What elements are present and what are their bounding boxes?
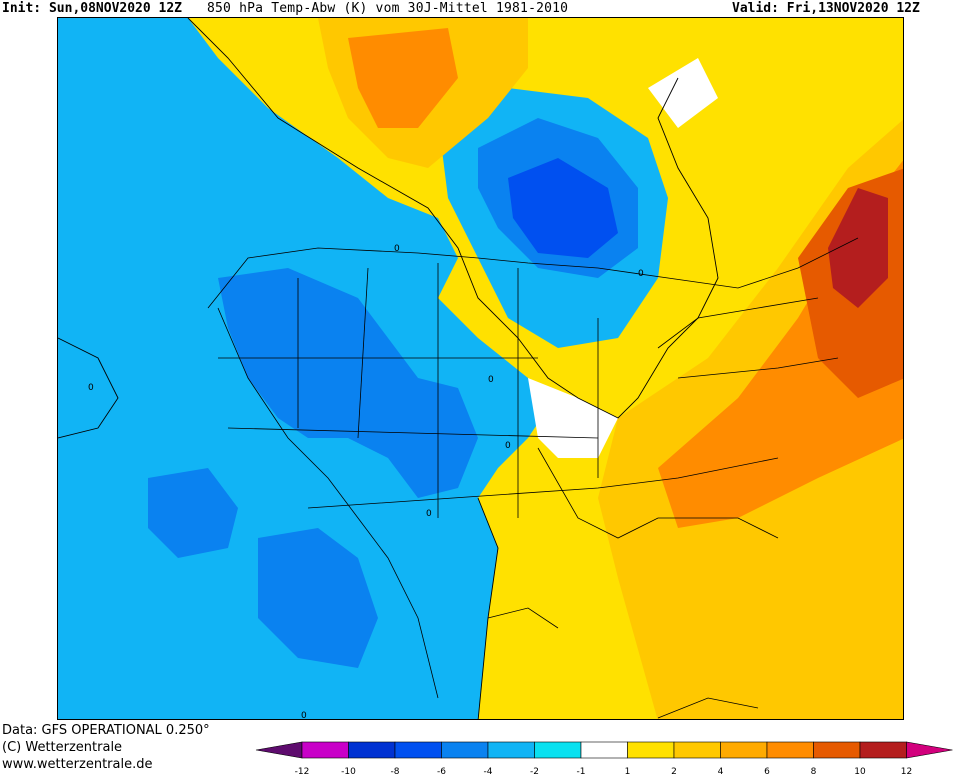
- colorbar-segment: [580, 741, 628, 759]
- colorbar-tick-label: 2: [671, 767, 677, 777]
- data-source-line: Data: GFS OPERATIONAL 0.250°: [2, 723, 210, 738]
- cold-region-west-deep: [218, 268, 478, 498]
- cold-region-mexico: [258, 528, 378, 668]
- website-line: www.wetterzentrale.de: [2, 757, 153, 772]
- cold-region-canada-core: [508, 158, 618, 258]
- colorbar-segment: [627, 741, 675, 759]
- colorbar-tick-label: -2: [530, 767, 539, 777]
- colorbar-tick-label: -1: [577, 767, 586, 777]
- colorbar-tick-label: 10: [854, 767, 866, 777]
- colorbar-tick-label: 1: [625, 767, 631, 777]
- contour-label: 0: [488, 375, 494, 385]
- warm-region-northeast-max: [828, 188, 888, 308]
- colorbar-segment: [673, 741, 721, 759]
- warm-region-northwest-core: [348, 28, 458, 128]
- colorbar-segment: [348, 741, 396, 759]
- border-lines: [207, 237, 859, 719]
- contour-label: 0: [505, 441, 511, 451]
- colorbar-segment: [301, 741, 349, 759]
- colorbar-arrow-max: [906, 741, 953, 759]
- contour-label-group: 0 0 0 0 0 0 0: [88, 244, 644, 720]
- zero-contours: [58, 18, 719, 719]
- map-header: Init: Sun,08NOV2020 12Z 850 hPa Temp-Abw…: [0, 0, 966, 18]
- cold-region-southwest: [148, 468, 238, 558]
- init-time: Init: Sun,08NOV2020 12Z: [2, 1, 183, 16]
- colorbar-tick-label: -10: [341, 767, 356, 777]
- temperature-anomaly-map[interactable]: 0 0 0 0 0 0 0: [57, 17, 904, 720]
- colorbar-tick-label: -12: [295, 767, 310, 777]
- contour-label: 0: [426, 509, 432, 519]
- valid-time: Valid: Fri,13NOV2020 12Z: [732, 1, 920, 16]
- contour-label: 0: [638, 269, 644, 279]
- colorbar-segment: [859, 741, 907, 759]
- contour-label: 0: [394, 244, 400, 254]
- colorbar-segment: [534, 741, 582, 759]
- colorbar-segment: [441, 741, 489, 759]
- colorbar-segment: [394, 741, 442, 759]
- colorbar-arrow-min: [255, 741, 303, 759]
- data-source-info: Data: GFS OPERATIONAL 0.250° (C) Wetterz…: [2, 722, 210, 773]
- colorbar-tick-label: -4: [484, 767, 493, 777]
- colorbar-segment: [813, 741, 861, 759]
- copyright-line: (C) Wetterzentrale: [2, 740, 123, 755]
- colorbar-tick-label: -6: [437, 767, 446, 777]
- colorbar-tick-label: 8: [811, 767, 817, 777]
- colorbar-segment: [487, 741, 535, 759]
- neutral-band-north: [648, 58, 718, 128]
- colorbar-tick-label: -8: [391, 767, 400, 777]
- colorbar-tick-label: 12: [901, 767, 912, 777]
- colorbar-segment: [766, 741, 814, 759]
- contour-label: 0: [301, 711, 307, 720]
- colorbar-tick-label: 4: [718, 767, 724, 777]
- colorbar-tick-label: 6: [764, 767, 770, 777]
- contour-label: 0: [88, 383, 94, 393]
- colorbar-segment: [720, 741, 768, 759]
- map-title: 850 hPa Temp-Abw (K) vom 30J-Mittel 1981…: [207, 1, 569, 16]
- colorbar-legend: -12 -10 -8 -6 -4 -2 -1 1 2 4 6 8 10 12: [254, 741, 958, 780]
